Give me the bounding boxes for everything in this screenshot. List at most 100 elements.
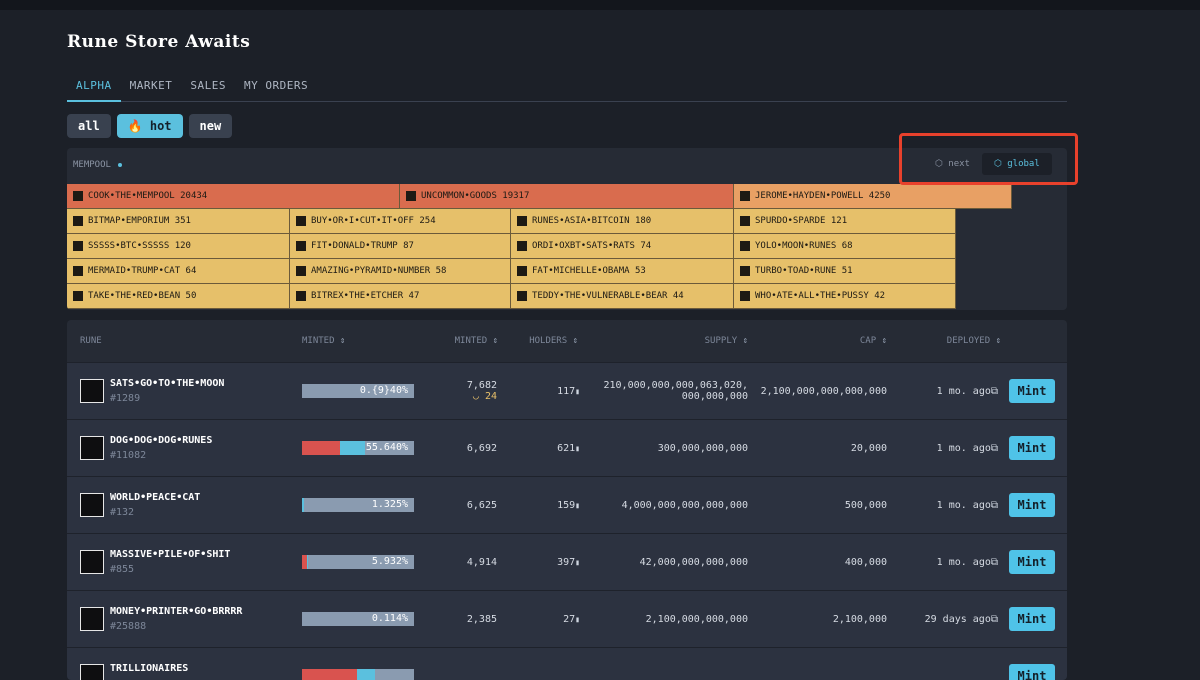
- tile-row: COOK•THE•MEMPOOL 20434 UNCOMMON•GOODS 193…: [67, 184, 1012, 209]
- rune-icon: [80, 664, 104, 680]
- tile-count: 74: [640, 241, 652, 251]
- tile-icon: [73, 241, 83, 251]
- rune-name[interactable]: MONEY•PRINTER•GO•BRRRR: [110, 606, 243, 617]
- mint-button[interactable]: Mint: [1009, 607, 1055, 631]
- mempool-tile[interactable]: FIT•DONALD•TRUMP 87: [290, 234, 511, 259]
- minted-cell: 2,385: [467, 591, 497, 647]
- filter-button[interactable]: new: [188, 114, 233, 138]
- mempool-tile[interactable]: TURBO•TOAD•RUNE 51: [734, 259, 956, 284]
- tile-icon: [740, 241, 750, 251]
- progress-bar: 0.{9}40%: [302, 384, 414, 398]
- mempool-tile[interactable]: UNCOMMON•GOODS 19317: [400, 184, 734, 209]
- minted: 6,692: [466, 442, 497, 454]
- mempool-tile[interactable]: TAKE•THE•RED•BEAN 50: [67, 284, 290, 309]
- tile-icon: [73, 191, 83, 201]
- view-option[interactable]: global: [981, 153, 1052, 175]
- holders: 397: [557, 534, 580, 590]
- tile-icon: [296, 266, 306, 276]
- tile-count: 47: [408, 291, 420, 301]
- tile-name: WHO•ATE•ALL•THE•PUSSY: [755, 291, 869, 301]
- rune-name[interactable]: MASSIVE•PILE•OF•SHIT: [110, 549, 231, 560]
- mint-button[interactable]: Mint: [1009, 550, 1055, 574]
- column-header[interactable]: CAP: [860, 336, 887, 346]
- mint-button[interactable]: Mint: [1009, 664, 1055, 680]
- filter-button[interactable]: all: [67, 114, 111, 138]
- mempool-tile[interactable]: TEDDY•THE•VULNERABLE•BEAR 44: [511, 284, 734, 309]
- column-header: RUNE: [80, 336, 102, 346]
- tab[interactable]: SALES: [190, 79, 226, 92]
- tab[interactable]: MARKET: [129, 79, 173, 92]
- rune-id: #132: [110, 507, 135, 518]
- mempool-tile[interactable]: RUNES•ASIA•BITCOIN 180: [511, 209, 734, 234]
- mempool-tile[interactable]: SPURDO•SPARDE 121: [734, 209, 956, 234]
- mempool-tile[interactable]: AMAZING•PYRAMID•NUMBER 58: [290, 259, 511, 284]
- cap: 2,100,000: [832, 613, 887, 625]
- tile-name: ORDI•OXBT•SATS•RATS: [532, 241, 635, 251]
- minted: 6,625: [466, 499, 497, 511]
- column-header[interactable]: MINTED: [302, 336, 345, 346]
- minted-cell: 6,692: [467, 420, 497, 476]
- mempool-tile[interactable]: WHO•ATE•ALL•THE•PUSSY 42: [734, 284, 956, 309]
- rune-id: #11082: [110, 450, 147, 461]
- mempool-tile[interactable]: ORDI•OXBT•SATS•RATS 74: [511, 234, 734, 259]
- deployed[interactable]: 1 mo. ago: [937, 363, 998, 419]
- tile-icon: [740, 266, 750, 276]
- tile-count: 53: [634, 266, 646, 276]
- tile-icon: [517, 216, 527, 226]
- mint-button[interactable]: Mint: [1009, 379, 1055, 403]
- rune-id: #855: [110, 564, 135, 575]
- tile-name: COOK•THE•MEMPOOL: [88, 191, 175, 201]
- tile-name: YOLO•MOON•RUNES: [755, 241, 837, 251]
- deployed[interactable]: 1 mo. ago: [937, 420, 998, 476]
- tab[interactable]: ALPHA: [67, 78, 121, 102]
- holders: 159: [557, 477, 580, 533]
- mempool-tile[interactable]: FAT•MICHELLE•OBAMA 53: [511, 259, 734, 284]
- rune-id: #1289: [110, 393, 141, 404]
- rune-icon: [80, 436, 104, 460]
- mempool-tile[interactable]: BITMAP•EMPORIUM 351: [67, 209, 290, 234]
- rune-name[interactable]: WORLD•PEACE•CAT: [110, 492, 201, 503]
- mempool-tile[interactable]: BITREX•THE•ETCHER 47: [290, 284, 511, 309]
- rune-name[interactable]: DOG•DOG•DOG•RUNES: [110, 435, 213, 446]
- tile-icon: [296, 241, 306, 251]
- mint-button[interactable]: Mint: [1009, 493, 1055, 517]
- column-header[interactable]: MINTED: [455, 336, 498, 346]
- mempool-tile[interactable]: JEROME•HAYDEN•POWELL 4250: [734, 184, 1012, 209]
- mempool-tile[interactable]: COOK•THE•MEMPOOL 20434: [67, 184, 400, 209]
- rune-name[interactable]: TRILLIONAIRES: [110, 663, 189, 674]
- deployed[interactable]: 1 mo. ago: [937, 477, 998, 533]
- tile-count: 87: [403, 241, 414, 251]
- tile-count: 58: [435, 266, 447, 276]
- rune-icon: [80, 550, 104, 574]
- mempool-tile[interactable]: SSSSS•BTC•SSSSS 120: [67, 234, 290, 259]
- mempool-tile[interactable]: YOLO•MOON•RUNES 68: [734, 234, 956, 259]
- supply: 42,000,000,000,000: [639, 556, 748, 568]
- mempool-tile[interactable]: MERMAID•TRUMP•CAT 64: [67, 259, 290, 284]
- rune-name[interactable]: SATS•GO•TO•THE•MOON: [110, 378, 225, 389]
- tile-icon: [73, 216, 83, 226]
- tile-count: 120: [174, 241, 191, 251]
- mint-button[interactable]: Mint: [1009, 436, 1055, 460]
- tile-name: AMAZING•PYRAMID•NUMBER: [311, 266, 431, 276]
- mempool-tile[interactable]: BUY•OR•I•CUT•IT•OFF 254: [290, 209, 511, 234]
- filter-button[interactable]: 🔥 hot: [116, 114, 183, 138]
- tab[interactable]: MY ORDERS: [244, 79, 309, 92]
- rune-id: #25888: [110, 621, 147, 632]
- tile-name: BITMAP•EMPORIUM: [88, 216, 170, 226]
- view-toggle: nextglobal: [923, 153, 1052, 175]
- tile-name: RUNES•ASIA•BITCOIN: [532, 216, 630, 226]
- minted-cell: 6,625: [467, 477, 497, 533]
- column-header[interactable]: DEPLOYED: [947, 336, 1001, 346]
- deployed[interactable]: 29 days ago: [925, 591, 998, 647]
- deployed[interactable]: 1 mo. ago: [937, 534, 998, 590]
- column-header[interactable]: SUPPLY: [705, 336, 748, 346]
- filter-bar: all 🔥 hot new: [67, 114, 233, 138]
- table-row: DOG•DOG•DOG•RUNES #11082 55.640% 6,692 621 30…: [67, 419, 1067, 476]
- cap: 500,000: [844, 499, 887, 511]
- column-header[interactable]: HOLDERS: [529, 336, 578, 346]
- tile-name: TAKE•THE•RED•BEAN: [88, 291, 181, 301]
- view-option[interactable]: next: [923, 153, 982, 175]
- supply: 210,000,000,000,063,020,000,000,000: [603, 380, 749, 402]
- tile-icon: [517, 241, 527, 251]
- cap: 400,000: [844, 556, 887, 568]
